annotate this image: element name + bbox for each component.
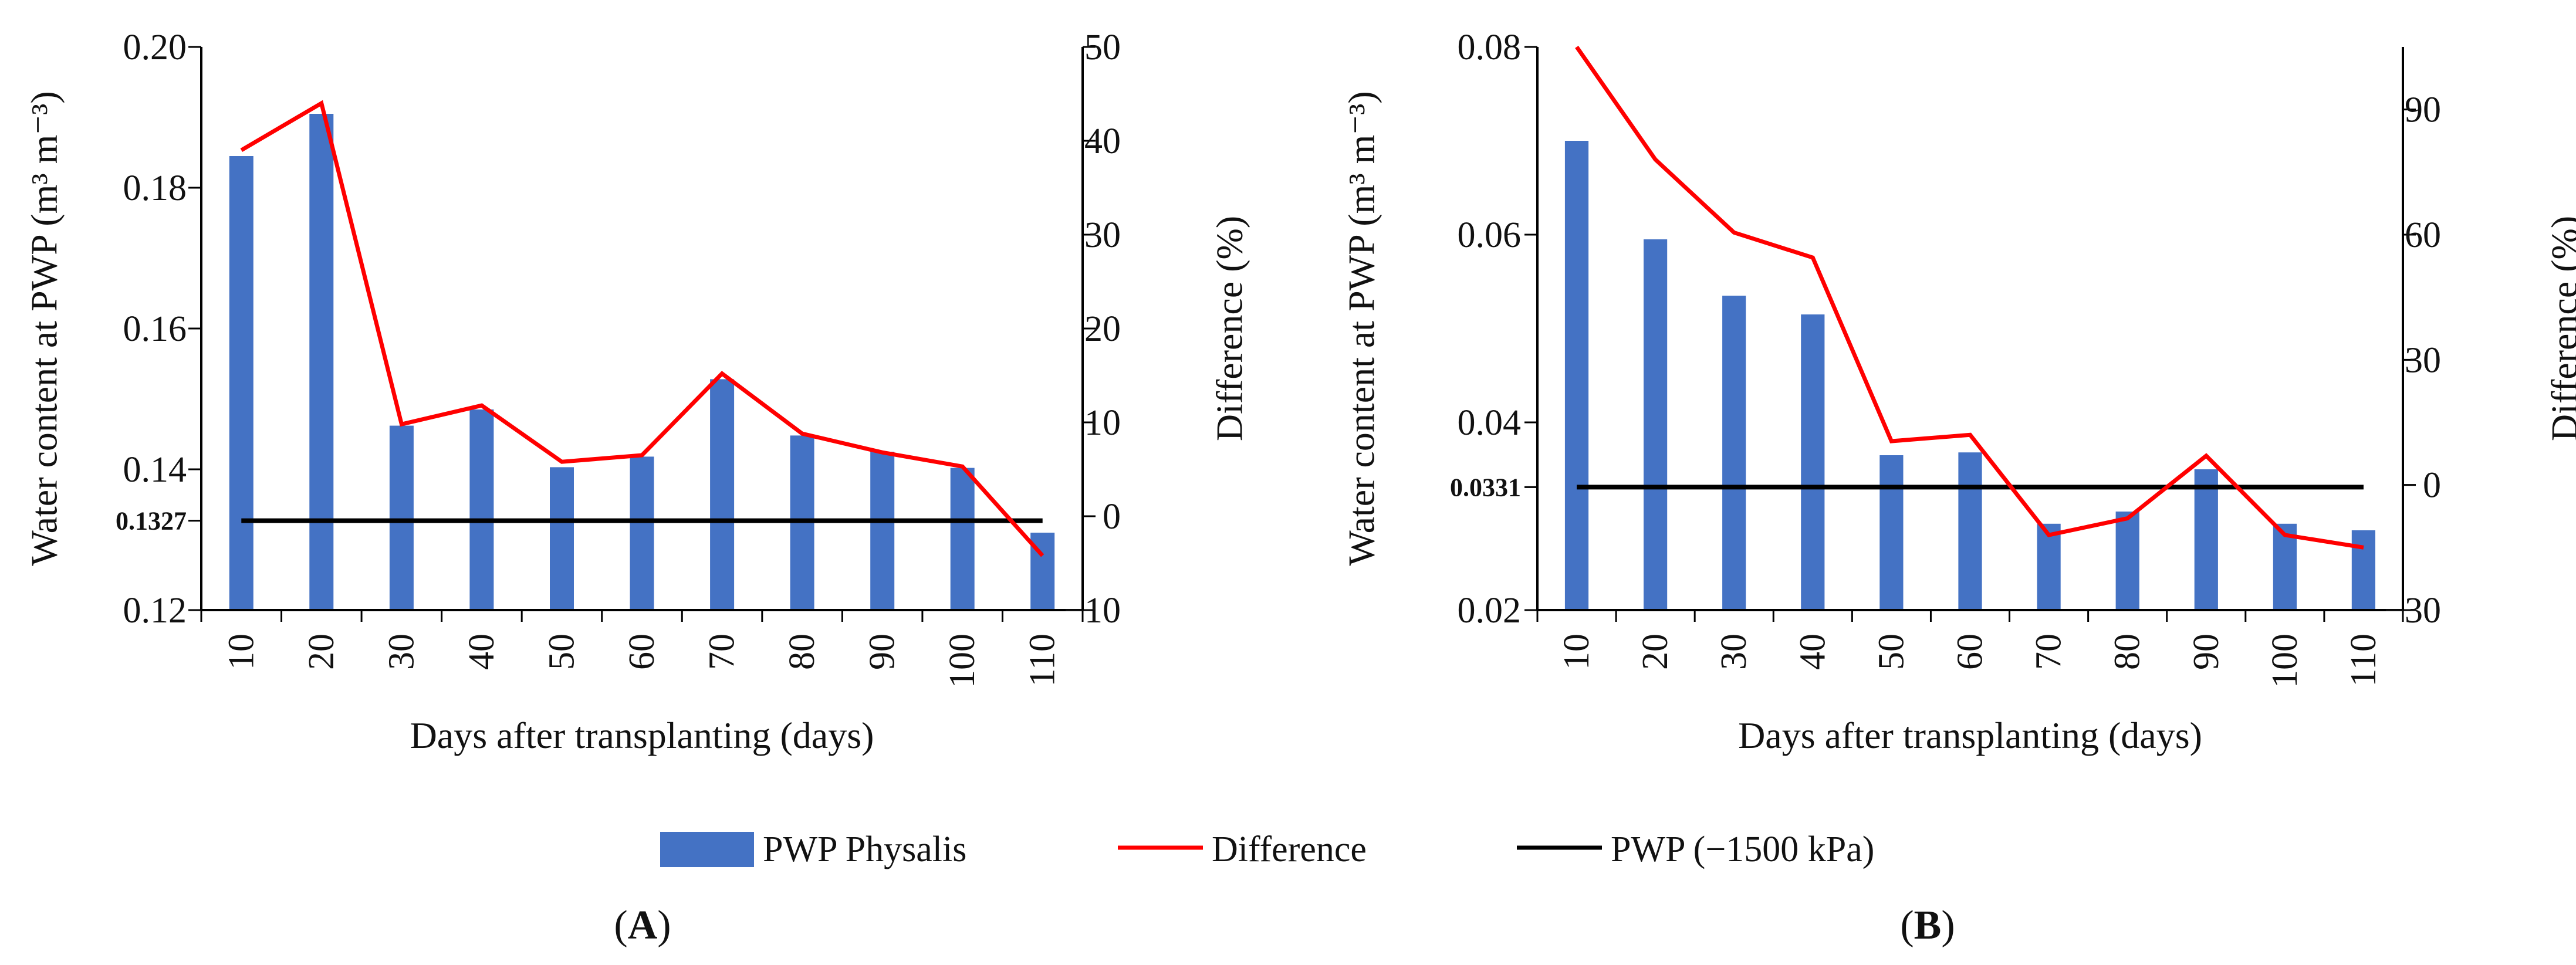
x-tick-label: 70	[702, 634, 742, 670]
panel-label-letter: B	[1914, 903, 1942, 948]
x-axis-title: Days after transplanting (days)	[410, 715, 874, 756]
x-tick-label: 100	[942, 634, 982, 688]
x-tick-label: 80	[2108, 634, 2148, 670]
x-tick-label: 20	[1635, 634, 1675, 670]
x-tick-label: 30	[381, 634, 421, 670]
y-tick-label-right: 50	[1084, 28, 1121, 67]
y-tick-label-right: 60	[2405, 215, 2441, 255]
x-tick-label: 50	[542, 634, 582, 670]
y-tick-label-right: −30	[2384, 591, 2441, 631]
y-tick-label-right: −10	[1064, 591, 1121, 631]
bar-110	[2352, 530, 2375, 610]
panel-label: (B)	[1900, 903, 1955, 948]
bar-40	[469, 409, 493, 610]
x-tick-label: 20	[302, 634, 342, 670]
bar-70	[710, 379, 734, 610]
y-axis-title-left: Water content at PWP (m³ m⁻³)	[23, 91, 65, 566]
bar-80	[2116, 512, 2139, 610]
x-axis-title: Days after transplanting (days)	[1738, 715, 2202, 756]
bar-10	[1565, 141, 1588, 610]
bar-10	[229, 156, 253, 610]
y-tick-label-left: 0.04	[1458, 403, 1522, 443]
legend: PWP Physalis Difference PWP (−1500 kPa)	[660, 829, 1874, 869]
bar-20	[309, 114, 333, 610]
x-tick-label: 80	[782, 634, 822, 670]
bar-20	[1644, 239, 1667, 610]
panel-label-letter: A	[628, 903, 658, 948]
y-tick-label-right: 20	[1084, 309, 1121, 349]
bar-90	[870, 452, 894, 610]
bar-90	[2195, 469, 2218, 610]
y-tick-label-right: 30	[2405, 340, 2441, 380]
x-tick-label: 60	[1950, 634, 1990, 670]
reference-value-label: 0.0331	[1450, 473, 1521, 502]
y-tick-label-left: 0.20	[123, 28, 187, 67]
panel-label-open: (	[1900, 903, 1914, 948]
x-tick-label: 110	[1023, 634, 1063, 687]
y-tick-label-left: 0.12	[123, 591, 187, 631]
x-tick-label: 40	[1793, 634, 1833, 670]
bar-60	[630, 456, 654, 610]
y-tick-label-right: 90	[2405, 90, 2441, 130]
x-tick-label: 60	[622, 634, 662, 670]
y-tick-label-right: 10	[1084, 403, 1121, 443]
y-tick-label-left: 0.06	[1458, 215, 1522, 255]
x-tick-label: 30	[1714, 634, 1754, 670]
x-tick-label: 110	[2344, 634, 2384, 687]
panel-label-close: )	[1941, 903, 1955, 948]
chart-panel-b: 10 20 30 40 50 60 70 80 90 100 110 0.02 0.04 0.06 0.08…	[1341, 28, 2576, 948]
bar-50	[1879, 455, 1903, 610]
legend-bar-label: PWP Physalis	[763, 829, 966, 869]
legend-reference-label: PWP (−1500 kPa)	[1611, 829, 1874, 869]
reference-value-label: 0.1327	[116, 507, 187, 536]
bar-100	[951, 468, 975, 610]
bar-40	[1801, 314, 1824, 610]
panel-label: (A)	[614, 903, 671, 948]
x-tick-label: 40	[462, 634, 502, 670]
y-tick-label-right: 0	[1103, 497, 1121, 537]
x-tick-label: 100	[2265, 634, 2305, 688]
x-tick-label: 90	[863, 634, 902, 670]
legend-bar-swatch	[660, 832, 754, 867]
y-axis-title-right: Difference (%)	[2544, 216, 2576, 441]
y-tick-label-right: 40	[1084, 121, 1121, 161]
y-tick-label-left: 0.02	[1458, 591, 1522, 631]
legend-difference-label: Difference	[1212, 829, 1367, 869]
y-tick-label-left: 0.14	[123, 450, 187, 490]
x-tick-label: 50	[1871, 634, 1911, 670]
y-tick-label-right: 0	[2423, 466, 2441, 506]
panel-label-close: )	[657, 903, 671, 948]
bar-30	[1722, 296, 1746, 610]
x-tick-label: 10	[221, 634, 261, 670]
y-tick-label-left: 0.16	[123, 309, 187, 349]
y-axis-title-left: Water content at PWP (m³ m⁻³)	[1341, 91, 1382, 566]
bar-30	[390, 426, 414, 610]
panel-label-open: (	[614, 903, 627, 948]
y-tick-label-right: 30	[1084, 215, 1121, 255]
y-axis-title-right: Difference (%)	[1209, 216, 1250, 441]
bar-60	[1958, 452, 1982, 610]
y-tick-label-left: 0.08	[1458, 28, 1522, 67]
bar-50	[550, 467, 574, 610]
x-tick-label: 70	[2029, 634, 2069, 670]
y-tick-label-left: 0.18	[123, 168, 187, 208]
x-tick-label: 10	[1557, 634, 1597, 670]
x-tick-label: 90	[2186, 634, 2226, 670]
